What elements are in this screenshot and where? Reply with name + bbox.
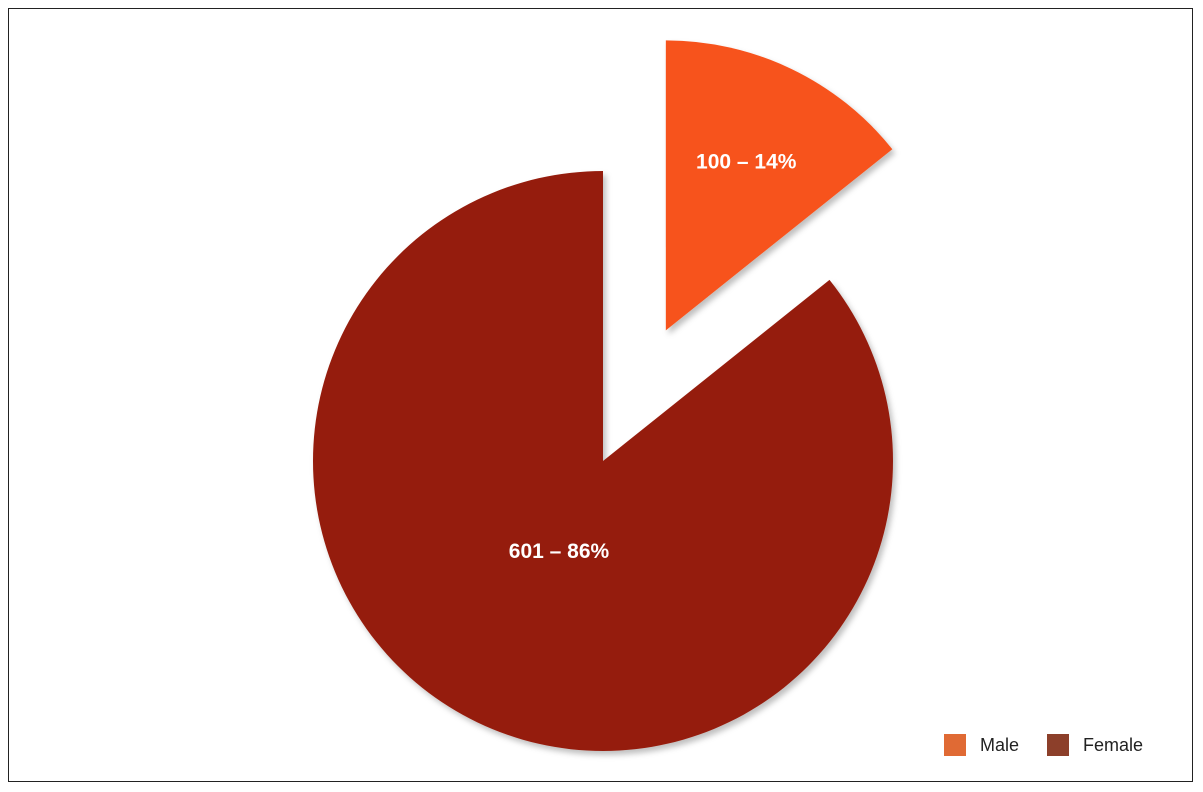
slice-label-female: 601 – 86%	[509, 540, 610, 563]
legend-swatch-male	[943, 734, 966, 756]
pie-slice-male	[665, 40, 893, 331]
legend-label-female: Female	[1082, 734, 1143, 755]
legend: Male Female	[943, 734, 1143, 756]
slice-label-male: 100 – 14%	[696, 151, 797, 174]
legend-label-male: Male	[979, 734, 1019, 755]
legend-swatch-female	[1046, 734, 1069, 756]
legend-item-male: Male	[943, 734, 1019, 756]
legend-item-female: Female	[1046, 734, 1143, 756]
pie-slice-female	[313, 171, 894, 751]
